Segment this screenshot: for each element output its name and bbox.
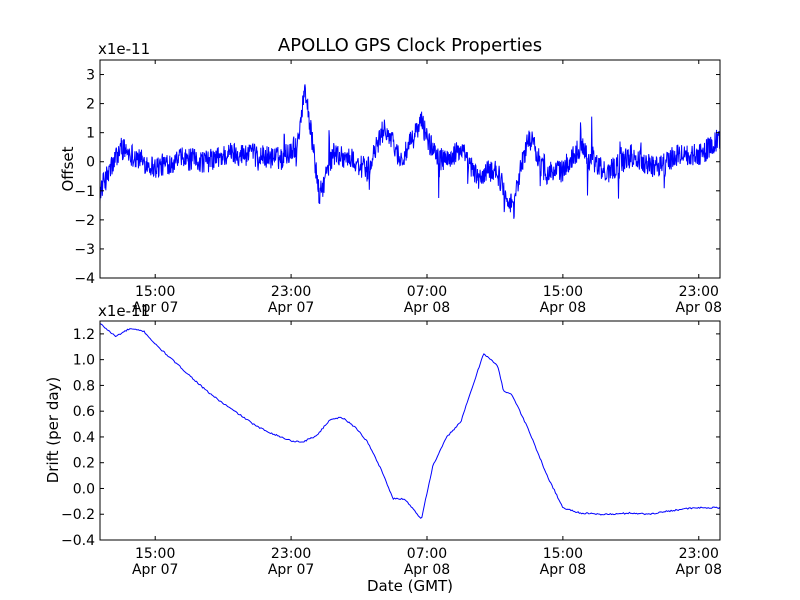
offset-y-tick-label: 2: [86, 97, 95, 113]
drift-panel: x1e-11 Drift (per day) Date (GMT) −0.4 −0…: [44, 302, 722, 595]
drift-y-tick-label: 1.2: [73, 327, 95, 343]
drift-y-multiplier: x1e-11: [98, 302, 150, 320]
chart-title: APOLLO GPS Clock Properties: [278, 35, 542, 56]
drift-y-axis-label: Drift (per day): [44, 377, 62, 484]
drift-x-tick-date-label: Apr 08: [404, 562, 450, 578]
offset-y-tick-label: 1: [86, 126, 95, 142]
drift-x-tick-date-label: Apr 07: [132, 562, 178, 578]
offset-plot-frame: [99, 59, 721, 279]
offset-x-tick-date-label: Apr 08: [540, 300, 586, 316]
offset-x-tick-time-label: 23:00: [679, 284, 719, 300]
drift-y-tick-label: 0.2: [73, 456, 95, 472]
offset-series-line: [99, 84, 721, 219]
drift-y-tick-label: −0.2: [61, 507, 95, 523]
drift-x-tick-date-label: Apr 08: [676, 562, 722, 578]
offset-x-tick-date-label: Apr 07: [132, 300, 178, 316]
drift-x-tick-time-label: 15:00: [543, 546, 583, 562]
drift-x-tick-date-label: Apr 07: [268, 562, 314, 578]
offset-y-tick-label: −4: [74, 271, 95, 287]
drift-x-tick-time-label: 23:00: [679, 546, 719, 562]
drift-x-tick-time-label: 23:00: [271, 546, 311, 562]
drift-series-line: [99, 323, 721, 519]
drift-plot-frame: [99, 320, 721, 541]
drift-y-tick-label: 0.8: [73, 378, 95, 394]
offset-y-multiplier: x1e-11: [98, 40, 150, 58]
offset-x-tick-date-label: Apr 08: [404, 300, 450, 316]
offset-y-tick-label: −1: [74, 184, 95, 200]
drift-y-tick-label: 1.0: [73, 353, 95, 369]
drift-x-tick-time-label: 07:00: [407, 546, 447, 562]
drift-y-tick-label: −0.4: [61, 533, 95, 549]
offset-x-tick-date-label: Apr 07: [268, 300, 314, 316]
offset-y-tick-label: 3: [86, 68, 95, 84]
offset-x-tick-date-label: Apr 08: [676, 300, 722, 316]
drift-y-tick-label: 0.6: [73, 404, 95, 420]
offset-y-axis-label: Offset: [59, 146, 77, 191]
offset-x-tick-time-label: 07:00: [407, 284, 447, 300]
drift-y-tick-label: 0.4: [73, 430, 95, 446]
offset-y-tick-label: −3: [74, 242, 95, 258]
offset-y-tick-label: 0: [86, 155, 95, 171]
drift-x-tick-time-label: 15:00: [135, 546, 175, 562]
x-axis-label: Date (GMT): [367, 577, 453, 595]
drift-y-tick-label: 0.0: [73, 481, 95, 497]
offset-x-tick-time-label: 23:00: [271, 284, 311, 300]
offset-y-tick-label: −2: [74, 213, 95, 229]
drift-x-tick-date-label: Apr 08: [540, 562, 586, 578]
offset-x-tick-time-label: 15:00: [135, 284, 175, 300]
offset-x-tick-time-label: 15:00: [543, 284, 583, 300]
